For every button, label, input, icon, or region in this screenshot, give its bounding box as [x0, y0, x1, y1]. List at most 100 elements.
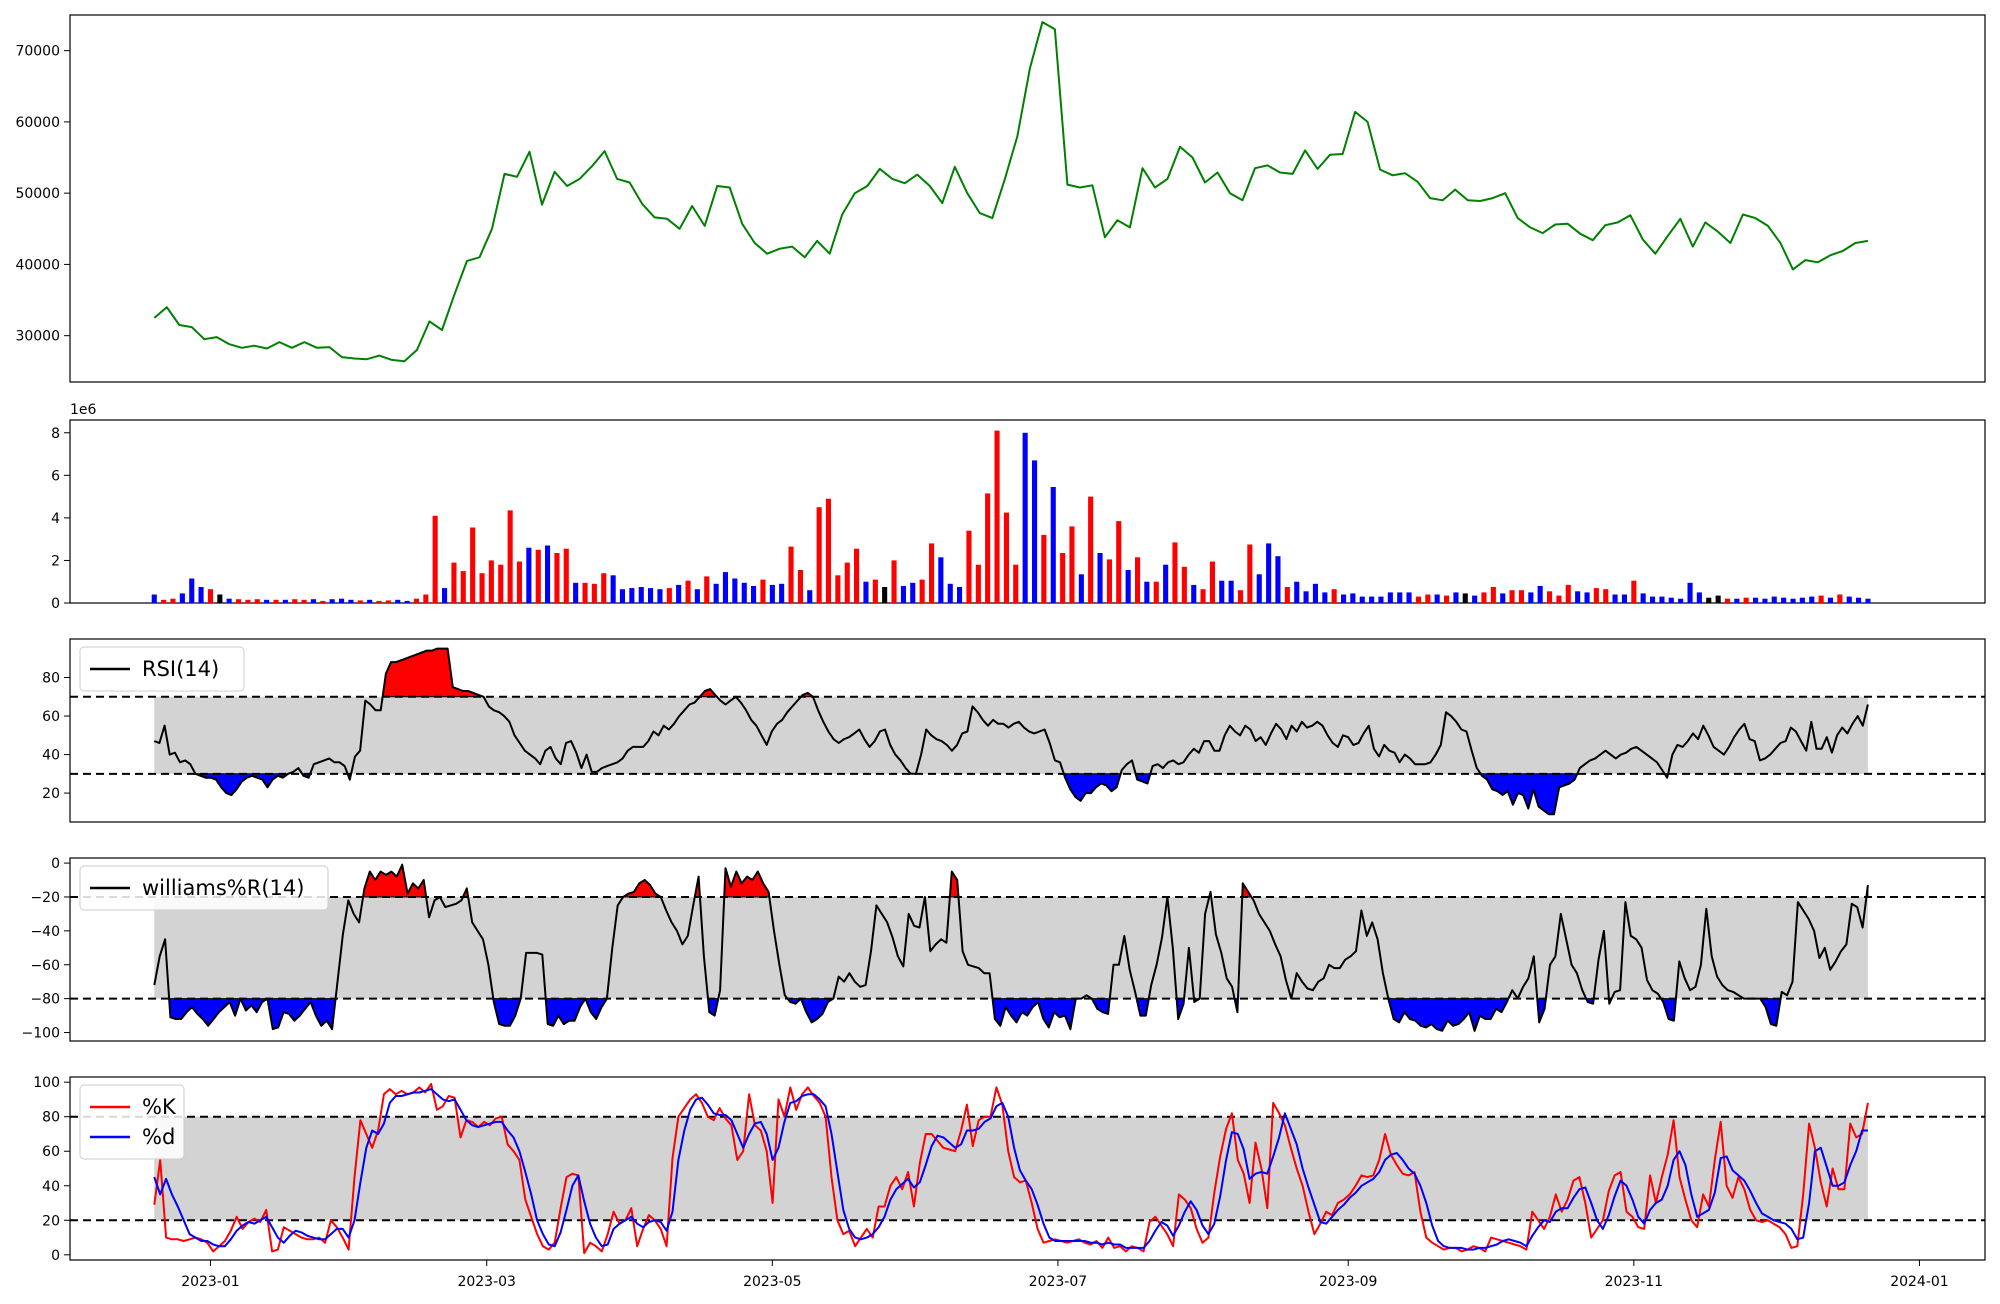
- volume-bar: [1350, 593, 1356, 603]
- volume-bar: [1415, 596, 1421, 603]
- wr-axis-ytick-label: −80: [30, 992, 60, 1008]
- volume-bar: [189, 578, 195, 603]
- volume-bar: [1256, 574, 1262, 603]
- rsi-oversold-fill: [1063, 773, 1122, 802]
- volume-axis-ytick-label: 8: [51, 426, 60, 442]
- stoch-axis-ytick-label: 0: [51, 1248, 60, 1264]
- volume-bar: [957, 587, 963, 603]
- volume-bar: [1303, 591, 1309, 603]
- volume-bar: [685, 580, 691, 603]
- volume-bar: [807, 590, 813, 603]
- volume-bar: [404, 600, 410, 603]
- volume-bar: [1153, 581, 1159, 603]
- volume-bar: [376, 600, 382, 603]
- wr-axis-ytick-label: −100: [22, 1026, 60, 1042]
- volume-bar: [563, 548, 569, 603]
- volume-bar: [1621, 594, 1627, 603]
- volume-bar: [1771, 596, 1777, 603]
- volume-bar: [610, 575, 616, 603]
- price-axis-ytick-label: 30000: [15, 329, 60, 345]
- volume-bar: [891, 560, 897, 603]
- volume-bar: [1837, 594, 1843, 603]
- price-line: [153, 21, 1869, 363]
- stoch-panel-frame: [69, 1076, 1986, 1261]
- volume-bar: [1547, 591, 1553, 603]
- volume-bar: [1294, 581, 1300, 603]
- volume-bar: [1097, 553, 1103, 603]
- volume-axis-ytick-label: 4: [51, 511, 60, 527]
- volume-bar: [1135, 557, 1141, 604]
- volume-bar: [339, 598, 345, 603]
- volume-bar: [1518, 590, 1524, 603]
- volume-bar: [292, 599, 298, 603]
- x-tick-label: 2023-03: [457, 1274, 516, 1290]
- rsi-line: [153, 647, 1869, 816]
- volume-bar: [320, 600, 326, 603]
- volume-bar: [1790, 598, 1796, 603]
- volume-bar: [329, 599, 335, 603]
- x-tick-label: 2024-01: [1890, 1274, 1949, 1290]
- volume-bar: [217, 594, 223, 603]
- volume-bar: [1593, 588, 1599, 603]
- volume-bar: [207, 589, 213, 603]
- volume-bar: [1032, 460, 1038, 603]
- volume-bar: [1116, 521, 1122, 603]
- volume-bar: [245, 599, 251, 603]
- volume-bar: [1163, 564, 1169, 603]
- volume-bar: [938, 557, 944, 604]
- volume-bar: [545, 545, 551, 603]
- volume-bar: [919, 579, 925, 603]
- volume-bar: [1200, 589, 1206, 603]
- volume-bar: [1575, 591, 1581, 603]
- volume-bar: [1069, 526, 1075, 603]
- volume-bar: [1406, 592, 1412, 603]
- rsi-panel-frame: [69, 638, 1986, 823]
- volume-bar: [863, 581, 869, 603]
- volume-bar: [1088, 496, 1094, 603]
- volume-bar: [395, 599, 401, 603]
- wr-axis-ytick-label: −20: [30, 890, 60, 906]
- volume-bar: [1799, 597, 1805, 603]
- volume-bar: [1228, 580, 1234, 603]
- volume-bar: [872, 579, 878, 603]
- volume-bar: [1359, 596, 1365, 603]
- volume-bar: [1715, 595, 1721, 603]
- volume-bar: [1191, 584, 1197, 603]
- volume-bar: [760, 579, 766, 603]
- price-axis-ytick-label: 60000: [15, 115, 60, 131]
- rsi-axis-ytick-label: 40: [42, 748, 60, 764]
- volume-bar: [1387, 592, 1393, 603]
- volume-bar: [769, 584, 775, 603]
- volume-bar: [1753, 597, 1759, 603]
- stoch-axis-ytick-label: 60: [42, 1144, 60, 1160]
- stoch-legend-box: [79, 1084, 185, 1160]
- volume-bar: [1724, 598, 1730, 603]
- volume-bar: [1827, 597, 1833, 603]
- volume-bar: [1706, 597, 1712, 603]
- volume-bar: [1659, 596, 1665, 603]
- volume-bar: [1528, 592, 1534, 603]
- volume-bar: [1481, 592, 1487, 603]
- volume-bar: [947, 583, 953, 603]
- volume-bar: [816, 507, 822, 603]
- rsi-axis-ytick-label: 20: [42, 786, 60, 802]
- volume-bar: [1696, 592, 1702, 603]
- volume-bar: [882, 587, 888, 603]
- volume-bar: [582, 582, 588, 603]
- wr-legend-label: williams%R(14): [142, 876, 304, 900]
- volume-bar: [694, 589, 700, 603]
- volume-bar: [835, 575, 841, 603]
- volume-bar: [910, 582, 916, 603]
- rsi-legend-label: RSI(14): [142, 657, 219, 681]
- volume-bar: [779, 583, 785, 603]
- volume-bar: [900, 586, 906, 603]
- volume-bar: [657, 589, 663, 603]
- volume-bar: [442, 588, 448, 603]
- volume-bar: [1678, 598, 1684, 603]
- volume-bar: [1650, 596, 1656, 603]
- x-tick-label: 2023-11: [1605, 1274, 1664, 1290]
- volume-bar: [1172, 542, 1178, 603]
- volume-bar: [554, 553, 560, 603]
- volume-bar: [1106, 559, 1112, 603]
- volume-bar: [1397, 592, 1403, 603]
